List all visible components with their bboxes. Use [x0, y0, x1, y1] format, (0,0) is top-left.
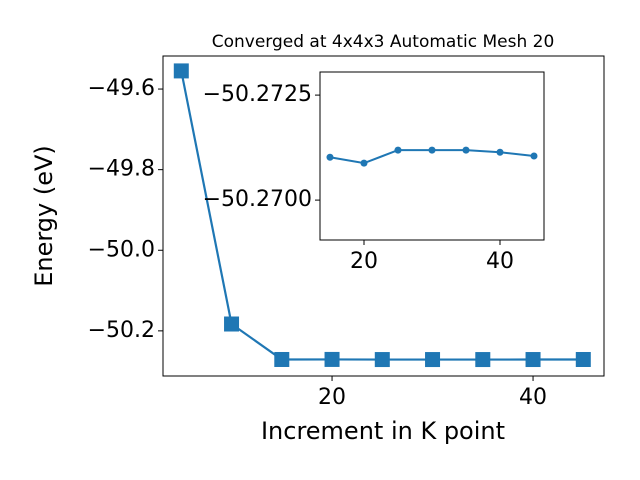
marker [274, 351, 290, 367]
x-tick-label: 20 [350, 249, 378, 274]
marker [425, 352, 441, 368]
marker [575, 351, 591, 367]
marker [173, 63, 189, 79]
marker [462, 146, 470, 154]
marker [496, 148, 504, 156]
y-tick-label: −49.6 [88, 76, 155, 101]
marker [428, 146, 436, 154]
marker [324, 351, 340, 367]
x-tick-label: 20 [318, 385, 346, 410]
y-tick-label: −49.8 [88, 157, 155, 182]
marker [224, 316, 240, 332]
marker [530, 152, 538, 160]
y-tick-label: −50.2700 [203, 187, 312, 212]
marker [326, 153, 334, 161]
y-tick-label: −50.0 [88, 237, 155, 262]
plot-area [319, 71, 545, 241]
chart-title: Converged at 4x4x3 Automatic Mesh 20 [212, 32, 555, 52]
marker [374, 352, 390, 368]
marker [475, 352, 491, 368]
y-axis-label: Energy (eV) [30, 145, 58, 287]
x-tick-label: 40 [486, 249, 514, 274]
x-tick-label: 40 [519, 385, 547, 410]
marker [525, 352, 541, 368]
y-tick-label: −50.2725 [203, 82, 312, 107]
marker [394, 146, 402, 154]
marker [360, 159, 368, 167]
x-axis-label: Increment in K point [261, 417, 505, 445]
y-tick-label: −50.2 [88, 318, 155, 343]
